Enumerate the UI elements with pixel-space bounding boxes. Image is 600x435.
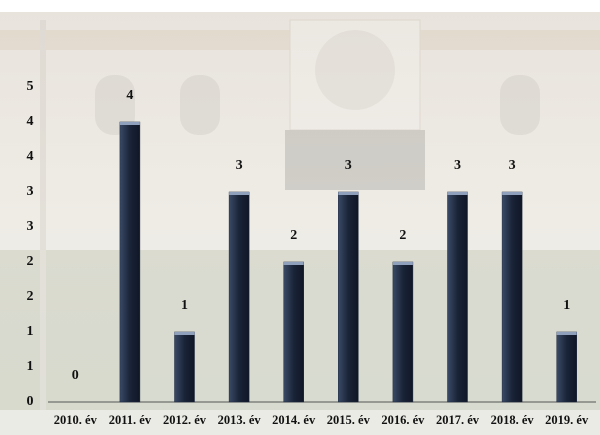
bar (174, 331, 195, 403)
y-tick-label: 0 (27, 394, 34, 409)
bar (501, 191, 523, 403)
y-tick-label: 4 (27, 149, 34, 164)
x-tick-label: 2016. év (381, 413, 425, 427)
bar (228, 191, 250, 403)
y-tick-label: 1 (27, 324, 34, 339)
bar-highlight (392, 262, 413, 265)
x-tick-label: 2018. év (491, 413, 535, 427)
bar (392, 261, 414, 403)
y-tick-label: 2 (27, 254, 34, 269)
title-strip (0, 0, 600, 12)
value-label: 1 (181, 298, 188, 313)
bar-highlight (283, 262, 304, 265)
x-tick-label: 2015. év (327, 413, 371, 427)
value-label: 3 (509, 158, 516, 173)
bar-highlight (556, 332, 577, 335)
bar (283, 261, 304, 403)
x-tick-label: 2012. év (163, 413, 207, 427)
bar-highlight (338, 192, 359, 195)
bar (447, 191, 468, 403)
bar-highlight (229, 192, 250, 195)
value-label: 4 (126, 88, 133, 103)
x-tick-label: 2019. év (545, 413, 589, 427)
x-tick-label: 2011. év (109, 413, 152, 427)
x-tick-label: 2010. év (54, 413, 98, 427)
bar (556, 331, 577, 403)
value-label: 2 (290, 228, 297, 243)
value-label: 3 (345, 158, 352, 173)
y-tick-label: 1 (27, 359, 34, 374)
value-label: 0 (72, 368, 79, 383)
x-tick-label: 2017. év (436, 413, 480, 427)
bar (119, 121, 141, 403)
y-tick-label: 3 (27, 219, 34, 234)
bar (338, 191, 359, 403)
value-label: 1 (563, 298, 570, 313)
bar-highlight (447, 192, 468, 195)
x-tick-label: 2014. év (272, 413, 316, 427)
y-tick-label: 3 (27, 184, 34, 199)
value-label: 3 (236, 158, 243, 173)
bar-highlight (119, 122, 140, 125)
y-tick-label: 4 (27, 114, 34, 129)
x-tick-label: 2013. év (218, 413, 262, 427)
value-label: 2 (399, 228, 406, 243)
y-tick-label: 2 (27, 289, 34, 304)
value-label: 3 (454, 158, 461, 173)
y-tick-label: 5 (27, 79, 34, 94)
bar-highlight (502, 192, 523, 195)
bar-highlight (174, 332, 195, 335)
